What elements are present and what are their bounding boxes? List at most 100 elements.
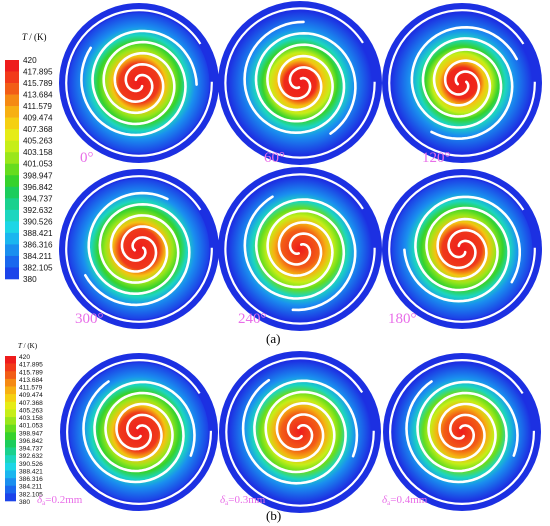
colorbar-tick-label: 392.632 [19, 453, 43, 460]
colorbar-tick-label: 384.211 [19, 484, 43, 491]
temperature-field [69, 362, 209, 502]
clearance-label: δa=0.4mm [382, 494, 428, 507]
colorbar-swatch [5, 244, 19, 257]
colorbar-swatch [5, 267, 19, 280]
colorbar-swatch [5, 356, 16, 364]
colorbar-swatch [5, 432, 16, 441]
colorbar-tick-label: 411.579 [19, 385, 43, 392]
colorbar-a: T / (K) 420 417.895 415.789 413.684 411.579 4… [5, 32, 53, 284]
colorbar-swatch [5, 209, 19, 222]
colorbar-swatch [5, 255, 19, 268]
scroll-outer-wall [389, 359, 535, 505]
fixed-scroll-wrap [82, 380, 185, 484]
colorbar-swatch [5, 106, 19, 118]
colorbar-tick-label: 420 [19, 354, 30, 361]
colorbar-title: T / (K) [22, 32, 47, 42]
colorbar-tick-label: 401.053 [23, 160, 53, 169]
orbiting-scroll-wrap [91, 29, 198, 126]
temperature-field [227, 10, 373, 156]
scroll-outer-wall [65, 9, 213, 157]
colorbar-swatch [5, 186, 19, 199]
temperature-field [68, 178, 210, 320]
angle-label: 180° [388, 311, 417, 327]
colorbar-tick-label: 396.842 [19, 438, 43, 445]
orbiting-scroll-wrap [421, 37, 514, 141]
angle-label: 300° [75, 311, 104, 327]
orbiting-scroll-wrap [243, 195, 346, 300]
colorbar-swatch [5, 439, 16, 448]
colorbar-tick-label: 403.158 [23, 148, 53, 157]
colorbar-swatch [5, 94, 19, 107]
colorbar-swatch [5, 371, 16, 380]
colorbar-swatch [5, 198, 19, 211]
clearance-label: δa=0.2mm [37, 494, 83, 507]
colorbar-swatch [5, 232, 19, 245]
colorbar-swatch [5, 129, 19, 141]
temperature-field [228, 360, 372, 504]
colorbar-tick-label: 409.474 [19, 392, 43, 399]
colorbar-swatch [5, 83, 19, 95]
colorbar-swatch [5, 424, 16, 433]
scroll-temperature-plot [59, 3, 219, 163]
colorbar-swatch [5, 455, 16, 464]
temperature-field [391, 178, 533, 320]
colorbar-tick-label: 405.263 [23, 137, 53, 146]
colorbar-b-title: T / (K) [18, 342, 38, 350]
colorbar-swatch [5, 140, 19, 153]
colorbar-tick-label: 407.368 [23, 125, 53, 134]
colorbar-swatch [5, 163, 19, 176]
colorbar-tick-label: 394.737 [19, 446, 43, 453]
orbiting-scroll-wrap [93, 380, 196, 473]
scroll-outer-wall [224, 173, 376, 325]
colorbar-tick-label: 409.474 [23, 114, 53, 123]
scroll-outer-wall [65, 175, 213, 323]
colorbar-tick-label: 407.368 [19, 400, 43, 407]
colorbar-tick-label: 388.421 [19, 468, 43, 475]
scroll-temperature-plot [218, 167, 382, 331]
colorbar-swatch [5, 485, 16, 494]
colorbar-tick-label: 380 [23, 275, 37, 284]
colorbar-swatch [5, 60, 19, 72]
angle-label: 60° [264, 150, 285, 166]
colorbar-tick-label: 382.105 [19, 491, 43, 498]
colorbar-tick-label: 417.895 [19, 362, 43, 369]
fixed-scroll-wrap [84, 202, 191, 307]
scroll-outer-wall [388, 9, 536, 157]
colorbar-swatch [5, 462, 16, 471]
colorbar-tick-label: 413.684 [19, 377, 43, 384]
colorbar-swatch [5, 478, 16, 487]
scroll-temperature-plot [60, 353, 218, 511]
fixed-scroll-wrap [254, 198, 357, 312]
scroll-temperature-plot [219, 351, 381, 513]
colorbar-swatch [5, 470, 16, 479]
fixed-scroll-wrap [405, 380, 508, 484]
colorbar-tick-label: 420 [23, 56, 37, 65]
colorbar-swatch [5, 447, 16, 456]
orbiting-scroll-wrap [253, 379, 359, 474]
orbiting-scroll-wrap [254, 31, 357, 135]
colorbar-tick-label: 388.421 [23, 229, 53, 238]
orbiting-scroll-wrap [87, 191, 180, 295]
scroll-outer-wall [388, 175, 536, 323]
scroll-outer-wall [225, 357, 375, 507]
scroll-temperature-plot [383, 353, 541, 511]
colorbar-tick-label: 394.737 [23, 194, 53, 203]
temperature-field [391, 12, 533, 154]
colorbar-swatch [5, 378, 16, 387]
colorbar-tick-label: 411.579 [23, 102, 52, 111]
colorbar-swatch [5, 417, 16, 425]
colorbar-b: T / (K) 420417.895415.789413.684411.5794… [5, 342, 43, 506]
colorbar-tick-label: 390.526 [23, 217, 53, 226]
colorbar-tick-label: 392.632 [23, 206, 53, 215]
colorbar-tick-label: 401.053 [19, 423, 43, 430]
colorbar-tick-label: 405.263 [19, 407, 43, 414]
colorbar-swatch [5, 152, 19, 165]
angle-label: 240° [238, 311, 267, 327]
scroll-temperature-plot [59, 169, 219, 329]
colorbar-tick-label: 415.789 [23, 79, 53, 88]
fixed-scroll-wrap [241, 378, 347, 485]
fixed-scroll-wrap [243, 20, 346, 135]
colorbar-tick-label: 386.316 [23, 240, 53, 249]
colorbar-tick-label: 390.526 [19, 461, 43, 468]
